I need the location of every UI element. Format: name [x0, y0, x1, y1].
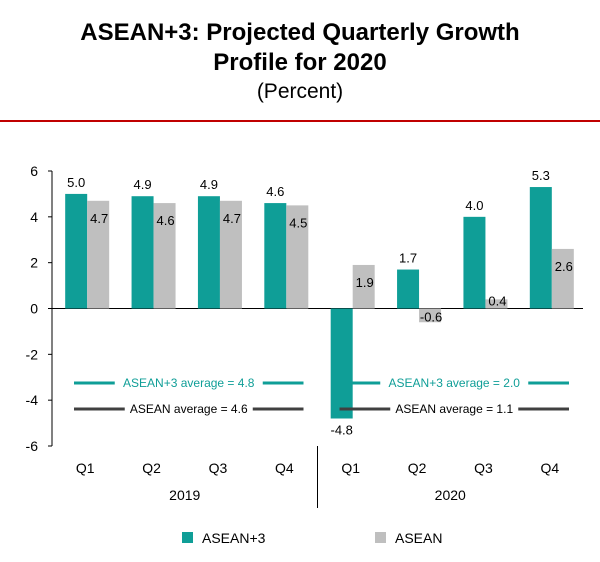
legend-swatch [375, 532, 386, 543]
data-label-asean: 4.5 [289, 215, 307, 230]
bar-asean-4 [352, 264, 375, 309]
data-label-asean3: 4.0 [465, 198, 483, 213]
x-category-label: Q1 [76, 460, 95, 476]
bar-asean3-3 [264, 203, 287, 309]
average-label: ASEAN average = 1.1 [395, 402, 513, 416]
x-category-label: Q2 [142, 460, 161, 476]
data-label-asean3: 4.6 [266, 184, 284, 199]
data-label-asean: -0.6 [420, 310, 442, 325]
bar-asean3-1 [131, 196, 154, 309]
bar-asean3-6 [463, 216, 486, 309]
x-group-label: 2019 [169, 487, 200, 503]
average-label: ASEAN+3 average = 4.8 [123, 376, 255, 390]
data-label-asean3: 1.7 [399, 251, 417, 266]
data-label-asean3: 4.9 [200, 177, 218, 192]
data-label-asean3: 5.0 [67, 175, 85, 190]
data-label-asean3: 4.9 [134, 177, 152, 192]
x-category-label: Q4 [540, 460, 559, 476]
chart-title: ASEAN+3: Projected Quarterly Growth Prof… [80, 19, 520, 76]
data-label-asean3: -4.8 [330, 423, 352, 438]
data-label-asean: 4.7 [223, 211, 241, 226]
x-category-label: Q4 [275, 460, 294, 476]
y-tick-label: 4 [30, 209, 38, 225]
y-tick-label: -6 [26, 438, 39, 454]
y-tick-label: -4 [26, 392, 39, 408]
bar-asean3-2 [197, 196, 220, 309]
y-tick-label: 0 [30, 301, 38, 317]
title-divider [0, 120, 600, 122]
x-category-label: Q1 [341, 460, 360, 476]
bar-asean-2 [219, 200, 242, 309]
data-label-asean: 4.7 [90, 211, 108, 226]
x-category-label: Q3 [474, 460, 493, 476]
bar-asean-1 [153, 203, 176, 309]
bar-asean-7 [551, 248, 574, 309]
data-label-asean: 2.6 [555, 259, 573, 274]
y-tick-label: 2 [30, 255, 38, 271]
y-tick-label: 6 [30, 163, 38, 179]
x-category-label: Q3 [209, 460, 228, 476]
data-label-asean: 0.4 [488, 294, 506, 309]
y-tick-label: -2 [26, 346, 39, 362]
bar-asean3-7 [529, 187, 552, 309]
legend-swatch [182, 532, 193, 543]
bar-asean3-0 [65, 193, 88, 309]
legend-label: ASEAN [395, 530, 442, 546]
bar-asean-6 [485, 299, 508, 309]
bar-asean-5 [419, 308, 442, 323]
title-block: ASEAN+3: Projected Quarterly Growth Prof… [0, 18, 600, 106]
average-label: ASEAN+3 average = 2.0 [389, 376, 521, 390]
data-label-asean: 4.6 [157, 213, 175, 228]
bar-asean3-5 [397, 269, 420, 309]
average-label: ASEAN average = 4.6 [130, 402, 248, 416]
data-label-asean3: 5.3 [532, 168, 550, 183]
chart-subtitle: (Percent) [256, 80, 344, 103]
bar-asean-3 [286, 205, 309, 309]
legend-label: ASEAN+3 [202, 530, 266, 546]
bar-asean-0 [87, 200, 110, 309]
bar-asean3-4 [330, 308, 353, 419]
data-label-asean: 1.9 [356, 275, 374, 290]
x-group-label: 2020 [435, 487, 466, 503]
x-category-label: Q2 [408, 460, 427, 476]
